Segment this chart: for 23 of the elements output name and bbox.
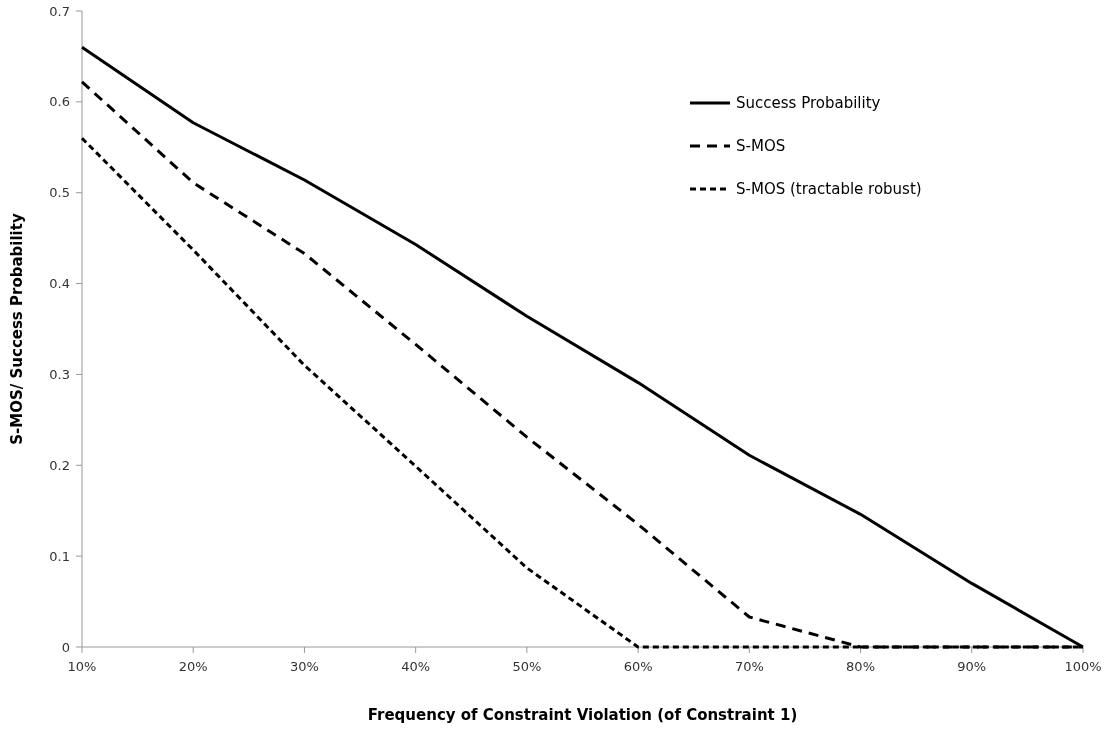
x-tick-label: 60%	[623, 659, 653, 674]
x-tick-label: 20%	[178, 659, 208, 674]
y-tick-label: 0.3	[49, 366, 70, 382]
x-tick-label: 100%	[1064, 659, 1102, 674]
x-tick-label: 40%	[401, 659, 431, 674]
y-tick-label: 0.1	[49, 548, 70, 564]
y-tick-label: 0	[61, 639, 70, 655]
x-tick-label: 10%	[67, 659, 97, 674]
x-tick-label: 70%	[734, 659, 764, 674]
x-tick-label: 90%	[957, 659, 987, 674]
legend-label: Success Probability	[736, 94, 881, 113]
y-tick-label: 0.4	[49, 276, 70, 292]
y-tick-label: 0.6	[49, 94, 70, 110]
x-tick-label: 50%	[512, 659, 542, 674]
x-tick-label: 30%	[289, 659, 319, 674]
legend-label: S-MOS	[736, 137, 786, 156]
legend-label: S-MOS (tractable robust)	[736, 180, 922, 199]
y-tick-label: 0.2	[49, 457, 70, 473]
y-axis-title: S-MOS/ Success Probability	[8, 213, 26, 445]
x-axis-title: Frequency of Constraint Violation (of Constraint 1)	[367, 706, 798, 724]
x-tick-label: 80%	[846, 659, 876, 674]
y-tick-label: 0.7	[49, 3, 70, 19]
y-tick-label: 0.5	[49, 185, 70, 201]
